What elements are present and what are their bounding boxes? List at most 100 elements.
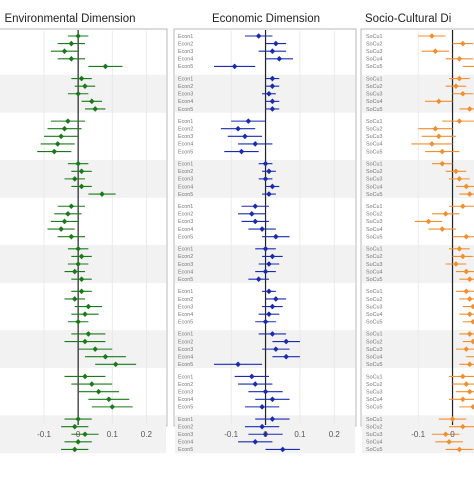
row-label: Econ2	[178, 297, 193, 303]
row-label: Econ5	[178, 277, 193, 283]
row-label: SuCu3	[366, 389, 382, 395]
row-label: SoCu5	[366, 64, 382, 70]
row-label: Econ3	[178, 347, 193, 353]
row-label: SoCu4	[366, 269, 382, 275]
row-label: SoCu5	[366, 447, 382, 453]
row-label: Econ4	[178, 99, 193, 105]
row-label: Econ1	[178, 374, 193, 380]
row-label: Econ3	[178, 219, 193, 225]
row-label: SuCu3	[366, 177, 382, 183]
x-tick-label: 0	[263, 430, 268, 439]
row-label: SoCu2	[366, 297, 382, 303]
row-label: Econ3	[178, 262, 193, 268]
row-label: SoCu1	[366, 417, 382, 423]
row-label: Econ2	[178, 127, 193, 133]
row-label: Econ5	[178, 192, 193, 198]
row-label: Econ5	[178, 405, 193, 411]
row-label: SoCu4	[366, 184, 382, 190]
row-label: Econ2	[178, 169, 193, 175]
row-label: SuCu3	[366, 304, 382, 310]
row-label: Econ1	[178, 76, 193, 82]
row-label: Econ4	[178, 57, 193, 63]
row-label: SoCu4	[366, 227, 382, 233]
row-label: Econ1	[178, 34, 193, 40]
x-tick-label: 0	[76, 430, 81, 439]
row-label: SoCu5	[366, 234, 382, 240]
row-label: SuCu3	[366, 347, 382, 353]
row-label: SoCu5	[366, 149, 382, 155]
panel-title-socio-cultural: Socio-Cultural Di	[365, 13, 451, 25]
row-label: SoCu5	[366, 277, 382, 283]
row-label: SuCu3	[366, 92, 382, 98]
row-label: Econ4	[178, 440, 193, 446]
row-label: SoCu5	[366, 192, 382, 198]
row-label: SoCu2	[366, 339, 382, 345]
row-label: SoCu1	[366, 34, 382, 40]
row-label: SuCu3	[366, 432, 382, 438]
panel-title-economic: Economic Dimension	[212, 13, 320, 25]
row-label: Econ2	[178, 424, 193, 430]
row-label: Econ3	[178, 92, 193, 98]
row-label: Econ4	[178, 269, 193, 275]
row-label: Econ1	[178, 119, 193, 125]
row-label: Econ1	[178, 161, 193, 167]
row-label: Econ1	[178, 289, 193, 295]
row-label: Econ4	[178, 184, 193, 190]
row-label: Econ3	[178, 304, 193, 310]
row-label: Econ1	[178, 332, 193, 338]
row-label: Econ4	[178, 227, 193, 233]
panel-backgrounds	[0, 29, 474, 453]
row-label: Econ3	[178, 177, 193, 183]
panel-title-environmental: Environmental Dimension	[4, 13, 135, 25]
row-label: SoCu4	[366, 99, 382, 105]
row-label: Econ3	[178, 49, 193, 55]
row-label: SoCu5	[366, 320, 382, 326]
row-label: SoCu1	[366, 247, 382, 253]
row-label: SoCu2	[366, 424, 382, 430]
row-label: SoCu4	[366, 397, 382, 403]
row-label: Econ4	[178, 355, 193, 361]
row-label: SoCu2	[366, 84, 382, 90]
x-tick-label: 0	[450, 430, 455, 439]
row-label: SuCu3	[366, 134, 382, 140]
row-label: SoCu2	[366, 382, 382, 388]
row-label: SuCu3	[366, 262, 382, 268]
row-label: SoCu2	[366, 169, 382, 175]
row-label: SoCu4	[366, 142, 382, 148]
x-tick-label: 0.2	[329, 430, 341, 439]
row-label: Econ2	[178, 382, 193, 388]
row-label: Econ3	[178, 134, 193, 140]
row-label: SoCu2	[366, 212, 382, 218]
row-label: SoCu1	[366, 119, 382, 125]
row-label: Econ4	[178, 312, 193, 318]
row-label: SuCu3	[366, 49, 382, 55]
row-label: SoCu5	[366, 362, 382, 368]
row-label: SuCu3	[366, 219, 382, 225]
x-tick-label: -0.1	[411, 430, 425, 439]
row-label: SoCu1	[366, 289, 382, 295]
row-label: Econ2	[178, 84, 193, 90]
row-label: Econ4	[178, 397, 193, 403]
row-label: SoCu5	[366, 405, 382, 411]
row-label: Econ2	[178, 254, 193, 260]
row-label: SoCu4	[366, 440, 382, 446]
row-label: SoCu1	[366, 204, 382, 210]
row-label: Econ5	[178, 447, 193, 453]
row-label: SoCu4	[366, 57, 382, 63]
row-label: SoCu1	[366, 332, 382, 338]
row-label: SoCu2	[366, 127, 382, 133]
row-label: Econ2	[178, 339, 193, 345]
x-tick-label: -0.1	[37, 430, 51, 439]
row-label: Econ5	[178, 320, 193, 326]
x-tick-label: 0.2	[141, 430, 153, 439]
row-label: Econ1	[178, 247, 193, 253]
row-label: Econ5	[178, 234, 193, 240]
row-label: SoCu1	[366, 76, 382, 82]
x-tick-label: -0.1	[224, 430, 238, 439]
row-label: SoCu4	[366, 312, 382, 318]
row-label: Econ2	[178, 41, 193, 47]
row-label: Econ4	[178, 142, 193, 148]
row-label: Econ1	[178, 417, 193, 423]
